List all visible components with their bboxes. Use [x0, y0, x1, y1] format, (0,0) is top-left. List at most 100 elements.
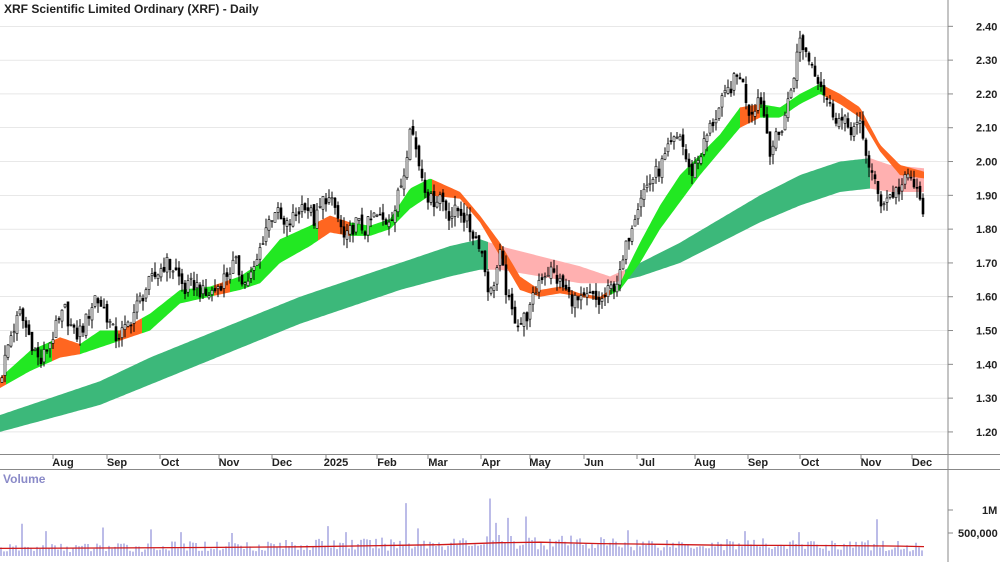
- price-bar-303: [909, 176, 913, 179]
- price-bar-288: [864, 139, 868, 156]
- price-bar-247: [741, 78, 745, 83]
- price-bar-209: [627, 237, 631, 242]
- price-bar-80: [240, 274, 244, 285]
- date-tick-6: Feb: [377, 457, 397, 469]
- price-bar-267: [801, 35, 805, 51]
- price-bar-167: [501, 250, 505, 266]
- price-bar-245: [735, 74, 739, 77]
- price-tick-10: 2.20: [976, 89, 997, 101]
- price-bar-35: [105, 304, 109, 323]
- short-band-segment-15: [560, 286, 610, 301]
- short-term-band: [0, 83, 924, 388]
- price-bar-241: [723, 90, 727, 94]
- price-bar-230: [690, 163, 694, 176]
- price-bar-255: [765, 114, 769, 134]
- price-bar-31: [93, 295, 97, 307]
- price-bar-169: [507, 295, 511, 298]
- price-bar-43: [129, 324, 133, 327]
- price-bar-140: [420, 168, 424, 179]
- price-bar-116: [348, 225, 352, 235]
- price-bar-213: [639, 197, 643, 208]
- price-bar-256: [768, 131, 772, 157]
- price-bar-24: [72, 324, 76, 328]
- short-band-segment-16: [610, 154, 700, 295]
- price-bar-10: [30, 331, 34, 352]
- price-bar-61: [183, 282, 187, 294]
- price-bar-286: [858, 120, 862, 124]
- price-bar-280: [840, 116, 844, 121]
- price-tick-11: 2.30: [976, 55, 997, 67]
- price-bar-12: [36, 347, 40, 358]
- date-tick-8: Apr: [482, 457, 502, 469]
- price-bar-121: [363, 231, 367, 236]
- price-bar-274: [822, 85, 826, 96]
- price-bar-105: [315, 209, 319, 229]
- price-bar-126: [378, 213, 382, 216]
- price-bar-272: [816, 77, 820, 84]
- price-bar-22: [66, 301, 70, 327]
- price-bar-133: [399, 185, 403, 188]
- date-tick-16: Dec: [912, 457, 932, 469]
- price-bar-277: [831, 103, 835, 118]
- price-bar-79: [237, 255, 241, 276]
- price-bar-146: [438, 194, 442, 204]
- price-bar-118: [354, 217, 358, 233]
- price-bar-81: [243, 282, 247, 285]
- price-bar-152: [456, 207, 460, 212]
- price-bar-248: [744, 84, 748, 103]
- price-bar-180: [540, 277, 544, 281]
- price-bar-239: [717, 107, 721, 119]
- date-tick-9: May: [529, 457, 551, 469]
- price-bar-65: [195, 282, 199, 289]
- price-bar-202: [606, 285, 610, 298]
- short-band-segment-17: [700, 107, 740, 176]
- price-bar-204: [612, 283, 616, 292]
- price-bar-173: [519, 323, 523, 325]
- price-bar-9: [27, 324, 31, 335]
- price-bar-237: [711, 121, 715, 127]
- price-bar-110: [330, 197, 334, 200]
- price-bar-282: [846, 118, 850, 128]
- price-bar-263: [789, 89, 793, 99]
- price-bar-234: [702, 138, 706, 155]
- price-bar-45: [135, 300, 139, 313]
- short-band-segment-14: [480, 215, 560, 297]
- price-bar-228: [684, 149, 688, 160]
- price-bar-271: [813, 65, 817, 77]
- price-bar-235: [705, 134, 709, 142]
- price-bar-191: [573, 295, 577, 309]
- price-bar-225: [675, 136, 679, 139]
- price-bar-68: [204, 288, 208, 296]
- price-bar-14: [42, 349, 46, 363]
- price-bar-3: [9, 335, 13, 347]
- price-bar-295: [885, 197, 889, 203]
- price-bar-17: [51, 339, 55, 344]
- price-bar-114: [342, 226, 346, 238]
- price-bar-193: [579, 295, 583, 301]
- short-band-segment-8: [262, 232, 295, 282]
- price-bar-48: [144, 289, 148, 299]
- price-bar-182: [546, 274, 550, 277]
- price-bar-198: [594, 290, 598, 300]
- price-bar-199: [597, 297, 601, 305]
- price-bar-233: [699, 156, 703, 164]
- price-tick-0: 1.20: [976, 427, 997, 439]
- price-bar-25: [75, 327, 79, 340]
- price-bar-186: [558, 278, 562, 282]
- price-tick-6: 1.80: [976, 224, 997, 236]
- price-bar-100: [300, 204, 304, 212]
- date-tick-1: Sep: [107, 457, 127, 469]
- price-bar-302: [906, 173, 910, 179]
- price-bar-268: [804, 47, 808, 52]
- price-bar-137: [411, 126, 415, 135]
- price-bar-77: [231, 259, 235, 274]
- price-bar-190: [570, 294, 574, 307]
- price-bar-211: [633, 219, 637, 227]
- price-bar-249: [747, 104, 751, 116]
- long-band-segment-3: [870, 158, 924, 192]
- price-bar-217: [651, 178, 655, 184]
- price-bar-210: [630, 228, 634, 242]
- price-bar-106: [318, 206, 322, 208]
- short-band-segment-2: [52, 337, 80, 362]
- price-bar-300: [900, 184, 904, 192]
